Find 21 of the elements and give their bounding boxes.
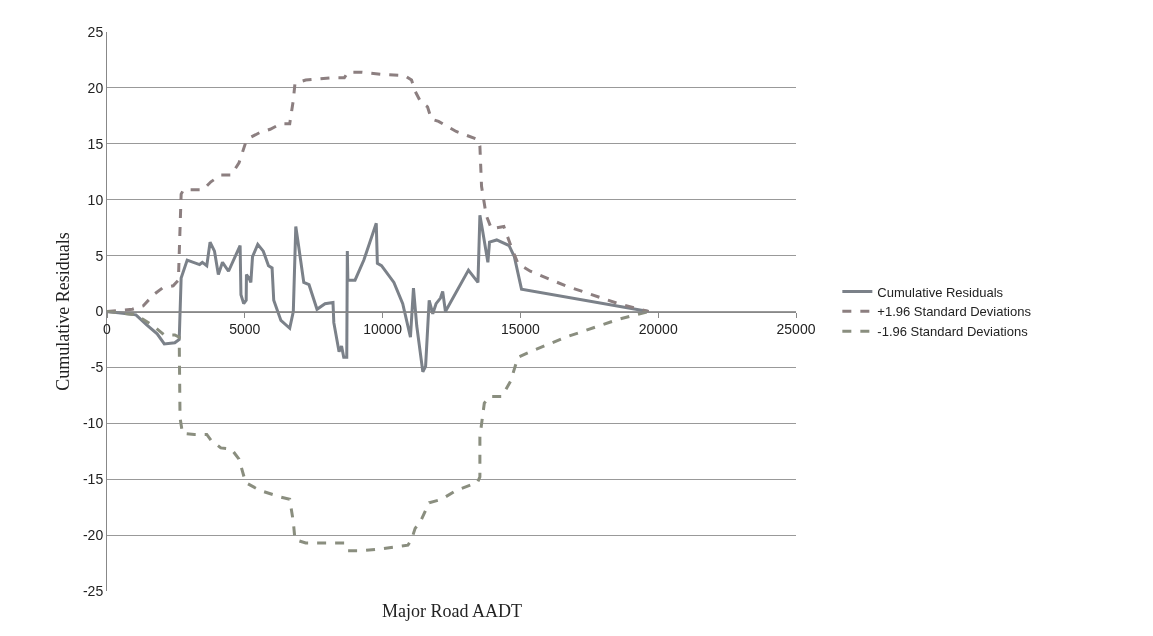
y-tick-label: 25 [87,23,104,40]
y-axis-title: Cumulative Residuals [53,232,74,391]
x-tick-label: 25000 [776,321,816,338]
x-tick-label: 20000 [638,321,678,338]
legend-label: Cumulative Residuals [877,284,1004,300]
y-tick-label: 0 [95,303,104,320]
y-tick-label: -15 [82,471,104,488]
y-tick-label: 15 [87,135,104,152]
x-axis-title: Major Road AADT [382,601,522,621]
x-tick-label: 15000 [500,321,541,338]
y-tick-label: -25 [82,582,104,599]
y-tick-label: 20 [87,79,104,96]
y-tick-label: -10 [82,415,104,432]
y-tick-label: -20 [82,527,104,543]
legend-label: +1.96 Standard Deviations [877,304,1032,320]
x-tick-label: 5000 [229,321,261,338]
y-tick-label: 10 [87,191,104,208]
y-tick-label: 5 [95,247,104,264]
legend-label: -1.96 Standard Deviations [877,324,1029,340]
y-tick-label: -5 [90,359,104,376]
x-tick-label: 10000 [363,321,403,338]
